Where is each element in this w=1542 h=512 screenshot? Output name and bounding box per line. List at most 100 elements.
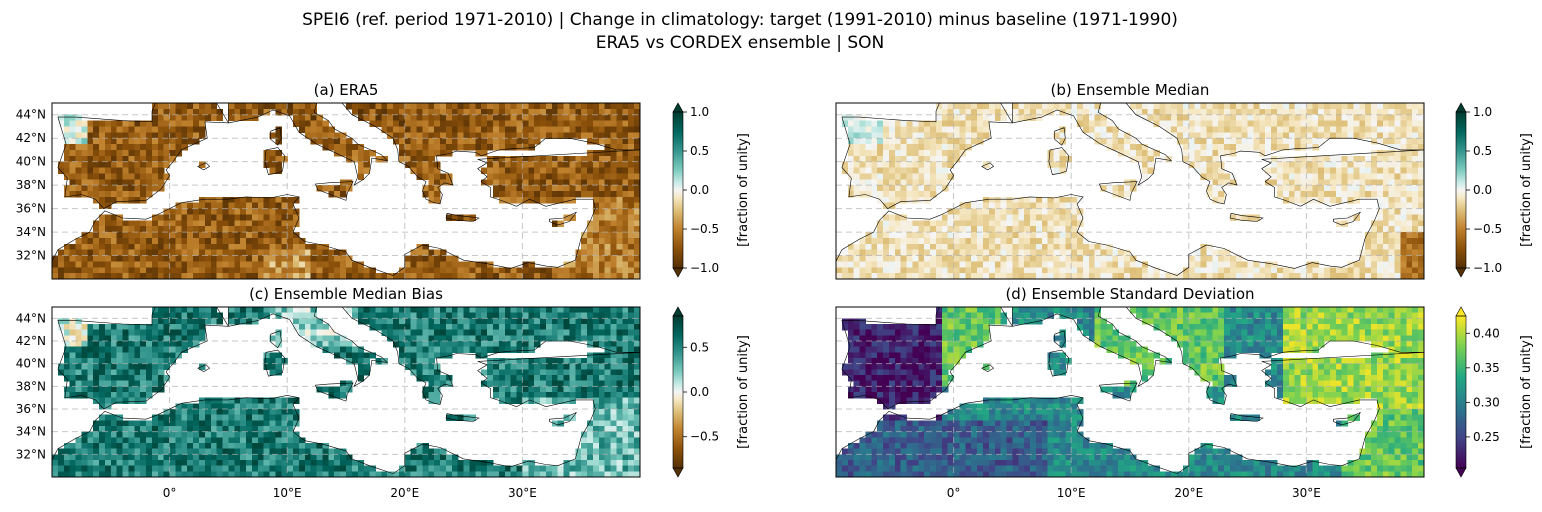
heatmap-cell [246, 420, 253, 427]
heatmap-cell [275, 267, 282, 274]
heatmap-cell [181, 335, 188, 342]
heatmap-cell [99, 414, 106, 421]
heatmap-cell [947, 214, 955, 221]
heatmap-cell [69, 386, 77, 393]
heatmap-cell [1277, 191, 1284, 198]
heatmap-cell [110, 426, 118, 433]
heatmap-cell [240, 114, 247, 122]
heatmap-cell [900, 167, 908, 174]
heatmap-cell [1130, 179, 1137, 186]
heatmap-cell [528, 167, 535, 174]
heatmap-cell [587, 232, 594, 239]
heatmap-cell [1141, 149, 1149, 157]
heatmap-cell [604, 138, 612, 145]
heatmap-cell [263, 312, 271, 319]
heatmap-cell [1153, 149, 1160, 157]
heatmap-cell [240, 443, 247, 450]
heatmap-cell [293, 471, 300, 477]
heatmap-cell [140, 120, 147, 128]
heatmap-cell [575, 185, 582, 192]
heatmap-cell [1212, 167, 1219, 174]
heatmap-cell [877, 249, 884, 257]
heatmap-cell [610, 144, 618, 151]
heatmap-cell [116, 346, 124, 353]
heatmap-cell [1418, 179, 1424, 186]
heatmap-cell [334, 386, 341, 393]
heatmap-cell [310, 126, 318, 133]
heatmap-cell [604, 267, 612, 274]
heatmap-cell [1065, 255, 1072, 262]
heatmap-cell [63, 243, 71, 251]
heatmap-cell [122, 226, 130, 233]
heatmap-cell [428, 341, 435, 348]
heatmap-cell [163, 431, 171, 438]
heatmap-cell [1376, 179, 1384, 186]
heatmap-cell [163, 214, 171, 221]
heatmap-cell [1124, 249, 1131, 257]
heatmap-cell [1229, 138, 1237, 145]
colorbar-tick-label: −0.5 [690, 222, 719, 236]
heatmap-cell [199, 420, 206, 427]
heatmap-cell [516, 191, 523, 198]
heatmap-cell [540, 161, 547, 169]
heatmap-cell [240, 208, 247, 216]
heatmap-cell [416, 443, 424, 450]
heatmap-cell [498, 471, 506, 477]
heatmap-cell [1218, 114, 1225, 122]
heatmap-cell [871, 126, 878, 133]
heatmap-cell [157, 214, 165, 221]
heatmap-cell [1382, 149, 1390, 157]
heatmap-cell [375, 114, 382, 122]
heatmap-cell [1229, 108, 1237, 116]
heatmap-cell [1147, 167, 1155, 174]
heatmap-cell [93, 369, 100, 376]
heatmap-cell [428, 363, 435, 370]
heatmap-cell [104, 397, 112, 404]
heatmap-cell [947, 108, 955, 116]
colorbar-tick-label: 0.5 [1473, 144, 1492, 158]
heatmap-cell [1412, 161, 1419, 169]
heatmap-cell [222, 237, 229, 245]
heatmap-cell [234, 426, 241, 433]
heatmap-cell [151, 167, 159, 174]
heatmap-cell [175, 335, 182, 342]
heatmap-cell [1229, 255, 1237, 262]
heatmap-cell [204, 202, 212, 210]
heatmap-cell [128, 173, 135, 180]
heatmap-cell [99, 167, 106, 174]
heatmap-cell [334, 138, 341, 145]
heatmap-cell [87, 161, 94, 169]
heatmap-cell [163, 437, 171, 444]
heatmap-cell [157, 226, 165, 233]
heatmap-cell [1335, 155, 1343, 163]
heatmap-cell [322, 249, 329, 257]
heatmap-cell [1418, 161, 1424, 169]
heatmap-cell [316, 324, 324, 331]
heatmap-cell [1382, 191, 1390, 198]
heatmap-cell [947, 273, 955, 279]
heatmap-cell [204, 226, 212, 233]
heatmap-cell [1077, 114, 1084, 122]
heatmap-cell [988, 202, 996, 210]
heatmap-cell [1306, 191, 1313, 198]
heatmap-cell [445, 120, 453, 128]
heatmap-cell [151, 267, 159, 274]
heatmap-cell [75, 114, 82, 122]
heatmap-cell [469, 138, 476, 145]
heatmap-cell [122, 460, 130, 467]
heatmap-cell [357, 352, 365, 359]
heatmap-cell [1053, 232, 1061, 239]
heatmap-cell [900, 267, 908, 274]
heatmap-cell [457, 126, 465, 133]
heatmap-cell [1094, 261, 1102, 268]
heatmap-cell [1359, 114, 1366, 122]
heatmap-cell [587, 261, 594, 268]
heatmap-cell [81, 443, 88, 450]
heatmap-cell [894, 179, 902, 186]
heatmap-cell [493, 179, 500, 186]
heatmap-cell [193, 267, 200, 274]
heatmap-cell [634, 202, 640, 210]
heatmap-cell [1247, 132, 1255, 139]
heatmap-cell [222, 437, 229, 444]
heatmap-cell [346, 465, 353, 472]
